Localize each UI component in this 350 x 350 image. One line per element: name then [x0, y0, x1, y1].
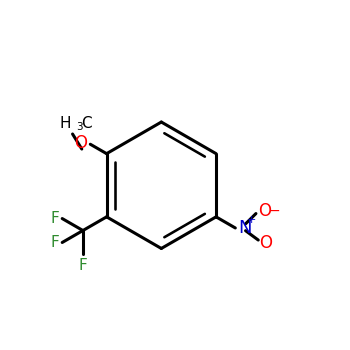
- Text: F: F: [50, 211, 59, 226]
- Text: F: F: [78, 258, 87, 273]
- Text: O: O: [259, 234, 272, 252]
- Text: −: −: [268, 204, 280, 218]
- Text: 3: 3: [76, 122, 83, 132]
- Text: F: F: [50, 235, 59, 250]
- Text: H: H: [60, 116, 71, 131]
- Text: O: O: [74, 134, 87, 152]
- Text: O: O: [258, 202, 271, 220]
- Text: +: +: [247, 216, 257, 225]
- Text: N: N: [239, 219, 252, 237]
- Text: C: C: [81, 116, 92, 131]
